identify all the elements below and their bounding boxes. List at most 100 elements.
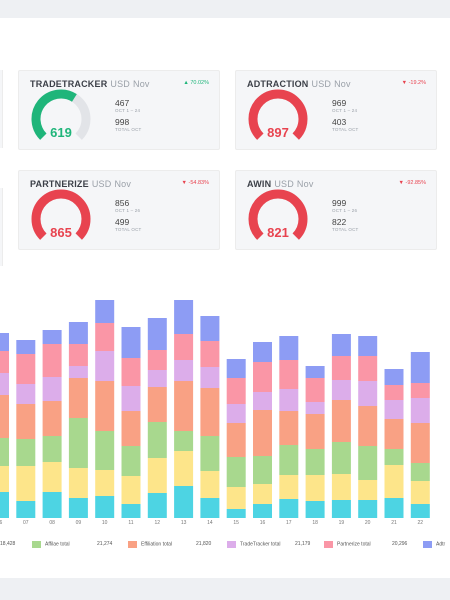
bar-segment[interactable] xyxy=(95,496,115,518)
bar-segment[interactable] xyxy=(68,366,88,378)
bar-segment[interactable] xyxy=(279,389,299,411)
bar-segment[interactable] xyxy=(253,456,272,484)
bar-segment[interactable] xyxy=(226,404,246,423)
bar-segment[interactable] xyxy=(226,487,246,509)
bar-segment[interactable] xyxy=(0,351,9,373)
bar-segment[interactable] xyxy=(68,418,88,468)
bar-segment[interactable] xyxy=(358,356,378,381)
bar-segment[interactable] xyxy=(331,442,351,474)
bar-segment[interactable] xyxy=(410,481,430,504)
bar-segment[interactable] xyxy=(174,381,194,431)
bar-segment[interactable] xyxy=(147,350,167,370)
bar-segment[interactable] xyxy=(200,388,220,436)
bar-segment[interactable] xyxy=(358,480,378,500)
bar-segment[interactable] xyxy=(147,387,167,422)
bar-segment[interactable] xyxy=(42,330,62,344)
bar-segment[interactable] xyxy=(279,445,299,475)
bar-segment[interactable] xyxy=(384,449,404,465)
bar-segment[interactable] xyxy=(174,334,194,360)
bar-segment[interactable] xyxy=(305,449,325,475)
bar-segment[interactable] xyxy=(200,367,220,388)
bar-segment[interactable] xyxy=(16,501,36,518)
bar-segment[interactable] xyxy=(305,475,325,501)
bar-segment[interactable] xyxy=(253,410,272,456)
bar-segment[interactable] xyxy=(253,342,272,362)
bar-segment[interactable] xyxy=(42,436,62,462)
bar-segment[interactable] xyxy=(42,462,62,492)
bar-segment[interactable] xyxy=(331,356,351,380)
bar-segment[interactable] xyxy=(95,351,115,381)
bar-segment[interactable] xyxy=(147,370,167,387)
bar-segment[interactable] xyxy=(253,392,272,410)
bar-segment[interactable] xyxy=(68,344,88,366)
bar-segment[interactable] xyxy=(410,504,430,518)
legend-item-tradetracker[interactable]: TradeTracker total xyxy=(227,541,280,548)
bar-segment[interactable] xyxy=(384,465,404,498)
bar-segment[interactable] xyxy=(0,492,9,518)
bar-segment[interactable] xyxy=(121,411,141,446)
bar-segment[interactable] xyxy=(279,499,299,518)
bar-segment[interactable] xyxy=(226,359,246,378)
bar-segment[interactable] xyxy=(358,336,378,356)
bar-segment[interactable] xyxy=(121,358,141,386)
bar-segment[interactable] xyxy=(384,498,404,518)
bar-segment[interactable] xyxy=(16,404,36,439)
legend-item-partnerize[interactable]: Partnerize total xyxy=(324,541,371,548)
bar-segment[interactable] xyxy=(42,377,62,401)
bar-segment[interactable] xyxy=(305,378,325,402)
bar-segment[interactable] xyxy=(331,500,351,518)
bar-segment[interactable] xyxy=(358,406,378,446)
bar-segment[interactable] xyxy=(174,360,194,381)
bar-segment[interactable] xyxy=(0,466,9,492)
bar-segment[interactable] xyxy=(410,463,430,481)
bar-segment[interactable] xyxy=(279,336,299,360)
bar-segment[interactable] xyxy=(147,458,167,493)
bar-segment[interactable] xyxy=(68,468,88,498)
bar-segment[interactable] xyxy=(279,411,299,445)
legend-item-affilae[interactable]: Affilae total xyxy=(32,541,70,548)
bar-segment[interactable] xyxy=(174,431,194,451)
bar-segment[interactable] xyxy=(384,419,404,449)
legend-item-effiliation[interactable]: Effiliation total xyxy=(128,541,172,548)
bar-segment[interactable] xyxy=(200,341,220,367)
bar-segment[interactable] xyxy=(0,333,9,351)
bar-segment[interactable] xyxy=(384,369,404,385)
bar-segment[interactable] xyxy=(226,509,246,518)
bar-segment[interactable] xyxy=(305,501,325,518)
bar-segment[interactable] xyxy=(358,446,378,480)
bar-segment[interactable] xyxy=(16,466,36,501)
bar-segment[interactable] xyxy=(147,318,167,350)
bar-segment[interactable] xyxy=(384,400,404,419)
bar-segment[interactable] xyxy=(42,492,62,518)
bar-segment[interactable] xyxy=(279,360,299,389)
bar-segment[interactable] xyxy=(174,300,194,334)
bar-segment[interactable] xyxy=(95,470,115,496)
card-adtraction[interactable]: ADTRACTION USD Nov ▼ -19.2% 897 969 OCT 1 … xyxy=(235,70,437,150)
bar-segment[interactable] xyxy=(121,446,141,476)
bar-segment[interactable] xyxy=(358,381,378,406)
bar-segment[interactable] xyxy=(200,471,220,498)
bar-segment[interactable] xyxy=(95,300,115,323)
bar-segment[interactable] xyxy=(384,385,404,400)
bar-segment[interactable] xyxy=(95,431,115,470)
bar-segment[interactable] xyxy=(16,439,36,466)
bar-segment[interactable] xyxy=(68,322,88,344)
bar-segment[interactable] xyxy=(331,400,351,442)
bar-segment[interactable] xyxy=(410,352,430,383)
bar-segment[interactable] xyxy=(331,380,351,400)
bar-segment[interactable] xyxy=(305,366,325,378)
legend-item-adtraction[interactable]: Adtr xyxy=(423,541,445,548)
bar-segment[interactable] xyxy=(279,475,299,499)
bar-segment[interactable] xyxy=(0,438,9,466)
card-tradetracker[interactable]: TRADETRACKER USD Nov ▲ 70.02% 619 467 OCT … xyxy=(18,70,220,150)
bar-segment[interactable] xyxy=(42,344,62,377)
bar-segment[interactable] xyxy=(121,476,141,504)
bar-segment[interactable] xyxy=(410,383,430,398)
bar-segment[interactable] xyxy=(253,362,272,392)
bar-segment[interactable] xyxy=(410,423,430,463)
bar-segment[interactable] xyxy=(200,498,220,518)
bar-segment[interactable] xyxy=(200,316,220,341)
card-awin[interactable]: AWIN USD Nov ▼ -92.85% 821 999 OCT 1 – 26 … xyxy=(235,170,437,250)
bar-segment[interactable] xyxy=(253,484,272,504)
bar-segment[interactable] xyxy=(0,373,9,395)
